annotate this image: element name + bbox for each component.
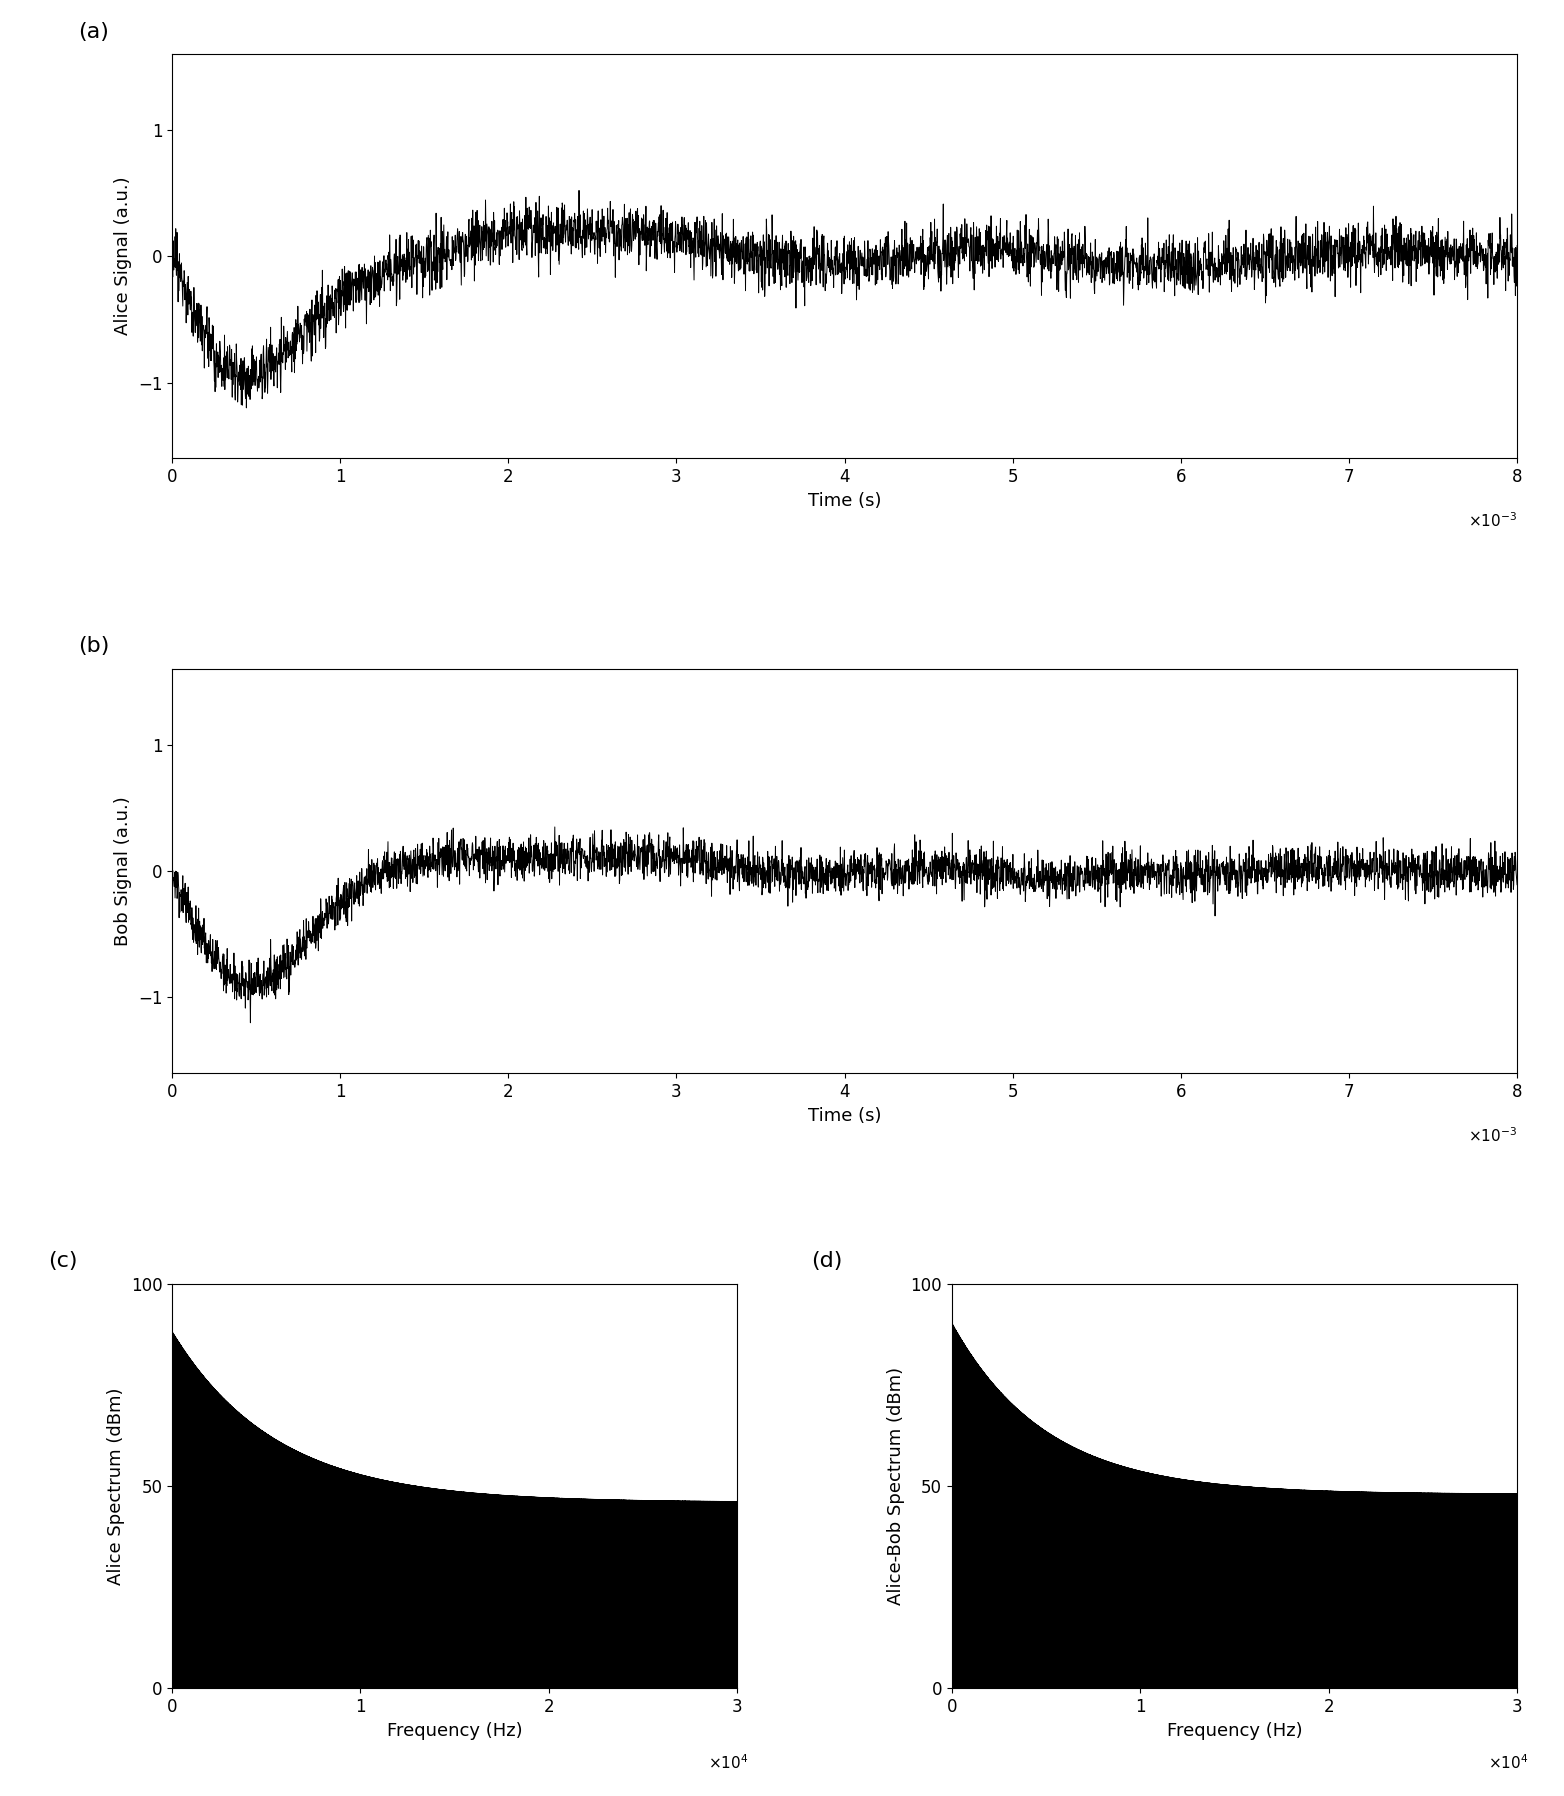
X-axis label: Time (s): Time (s) xyxy=(809,492,881,510)
Text: $\times10^{-3}$: $\times10^{-3}$ xyxy=(1469,1126,1517,1144)
Text: (d): (d) xyxy=(810,1252,841,1272)
Text: $\times10^{4}$: $\times10^{4}$ xyxy=(1487,1753,1528,1771)
Y-axis label: Bob Signal (a.u.): Bob Signal (a.u.) xyxy=(114,796,133,946)
Text: $\times10^{-3}$: $\times10^{-3}$ xyxy=(1469,512,1517,530)
X-axis label: Frequency (Hz): Frequency (Hz) xyxy=(386,1722,522,1740)
Text: (b): (b) xyxy=(78,636,109,656)
Y-axis label: Alice Spectrum (dBm): Alice Spectrum (dBm) xyxy=(108,1387,125,1584)
Y-axis label: Alice Signal (a.u.): Alice Signal (a.u.) xyxy=(114,176,133,336)
Text: (c): (c) xyxy=(48,1252,77,1272)
X-axis label: Frequency (Hz): Frequency (Hz) xyxy=(1167,1722,1303,1740)
Y-axis label: Alice-Bob Spectrum (dBm): Alice-Bob Spectrum (dBm) xyxy=(887,1367,906,1606)
Text: (a): (a) xyxy=(78,22,109,41)
X-axis label: Time (s): Time (s) xyxy=(809,1106,881,1124)
Text: $\times10^{4}$: $\times10^{4}$ xyxy=(708,1753,749,1771)
